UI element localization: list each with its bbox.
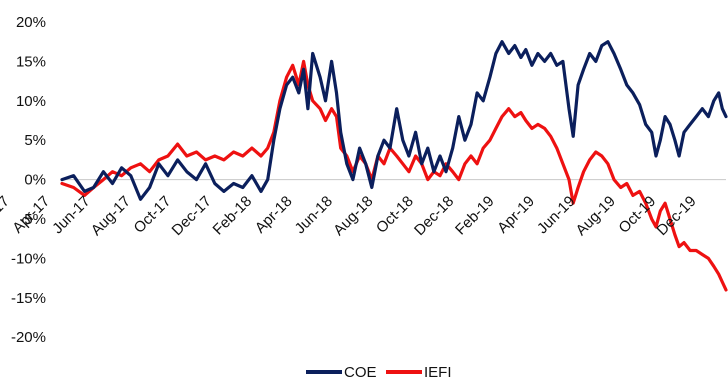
y-tick-label: 10% <box>16 93 46 110</box>
x-tick-label: Jun-18 <box>292 193 336 237</box>
x-tick-label: Apr-18 <box>252 193 296 237</box>
x-tick-label: Aug-17 <box>88 193 134 239</box>
x-tick-label: Jun-19 <box>534 193 578 237</box>
x-tick-label: Oct-18 <box>373 193 417 237</box>
x-tick-label: Aug-18 <box>330 193 376 239</box>
x-tick-label: Feb-18 <box>210 193 256 239</box>
x-tick-label: Dec-18 <box>411 193 457 239</box>
x-tick-label: Feb-19 <box>452 193 498 239</box>
x-tick-label: Oct-17 <box>131 193 175 237</box>
x-tick-label: Feb-17 <box>0 193 13 239</box>
y-tick-label: -10% <box>11 250 46 267</box>
y-tick-label: 0% <box>24 172 46 189</box>
y-tick-label: -15% <box>11 290 46 307</box>
series-line-iefi <box>60 59 728 292</box>
legend-label: IEFI <box>424 364 452 381</box>
y-tick-label: -20% <box>11 329 46 346</box>
x-tick-label: Apr-19 <box>494 193 538 237</box>
y-tick-label: 5% <box>24 132 46 149</box>
x-axis-labels: Feb-17Apr-17Jun-17Aug-17Oct-17Dec-17Feb-… <box>0 193 700 239</box>
x-tick-label: Apr-17 <box>9 193 53 237</box>
legend: COE IEFI <box>306 364 452 381</box>
x-tick-label: Oct-19 <box>615 193 659 237</box>
y-tick-label: 20% <box>16 14 46 31</box>
x-tick-label: Aug-19 <box>573 193 619 239</box>
series-line-coe <box>60 40 728 201</box>
y-tick-label: -5% <box>19 211 46 228</box>
y-axis-labels: 20% 15% 10% 5% 0% -5% -10% -15% -20% <box>11 14 46 346</box>
legend-label: COE <box>344 364 377 381</box>
legend-item-iefi: IEFI <box>386 364 452 381</box>
x-tick-label: Jun-17 <box>49 193 93 237</box>
legend-item-coe: COE <box>306 364 377 381</box>
y-tick-label: 15% <box>16 53 46 70</box>
x-tick-label: Dec-17 <box>169 193 215 239</box>
plot-area <box>60 40 728 292</box>
